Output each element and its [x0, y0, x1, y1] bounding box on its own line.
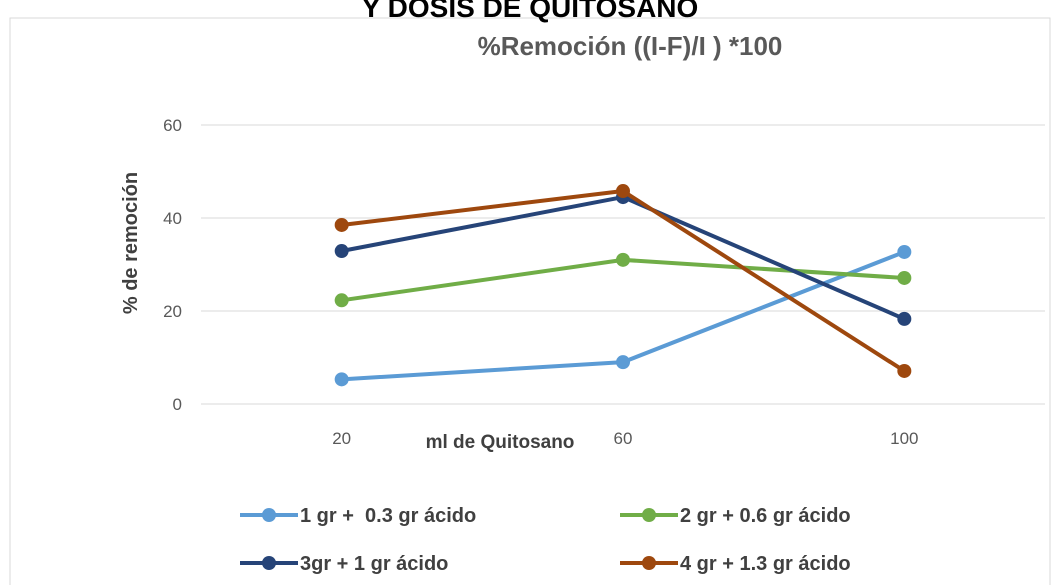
data-point: [897, 270, 912, 285]
x-tick-label: 100: [890, 429, 918, 448]
data-point: [334, 293, 349, 308]
data-point: [334, 244, 349, 259]
data-point: [616, 355, 630, 370]
y-tick-label: 60: [163, 116, 182, 135]
y-tick-label: 40: [163, 209, 182, 228]
legend-marker: [642, 556, 656, 570]
x-tick-label: 60: [614, 429, 633, 448]
y-axis-label: % de remoción: [120, 172, 142, 314]
legend-marker: [262, 556, 276, 570]
legend-label: 4 gr + 1.3 gr ácido: [680, 553, 851, 575]
data-point: [616, 184, 630, 199]
legend-marker: [262, 508, 276, 522]
x-tick-label: 20: [332, 429, 351, 448]
data-point: [897, 363, 912, 378]
y-tick-label: 0: [173, 395, 182, 414]
legend-label: 2 gr + 0.6 gr ácido: [680, 505, 851, 527]
x-axis-label: ml de Quitosano: [426, 432, 575, 453]
chart-title: %Remoción ((I-F)/I ) *100: [478, 31, 783, 61]
data-point: [334, 217, 349, 232]
data-point: [897, 244, 912, 259]
chart-supertitle: Y DOSIS DE QUITOSANO: [362, 0, 699, 23]
data-point: [897, 311, 912, 326]
legend-label: 1 gr + 0.3 gr ácido: [300, 505, 476, 527]
data-point: [334, 372, 349, 387]
legend-label: 3gr + 1 gr ácido: [300, 553, 448, 575]
chart-frame: [9, 17, 1051, 585]
y-tick-label: 20: [163, 302, 182, 321]
legend-marker: [642, 508, 656, 522]
data-point: [616, 252, 630, 267]
